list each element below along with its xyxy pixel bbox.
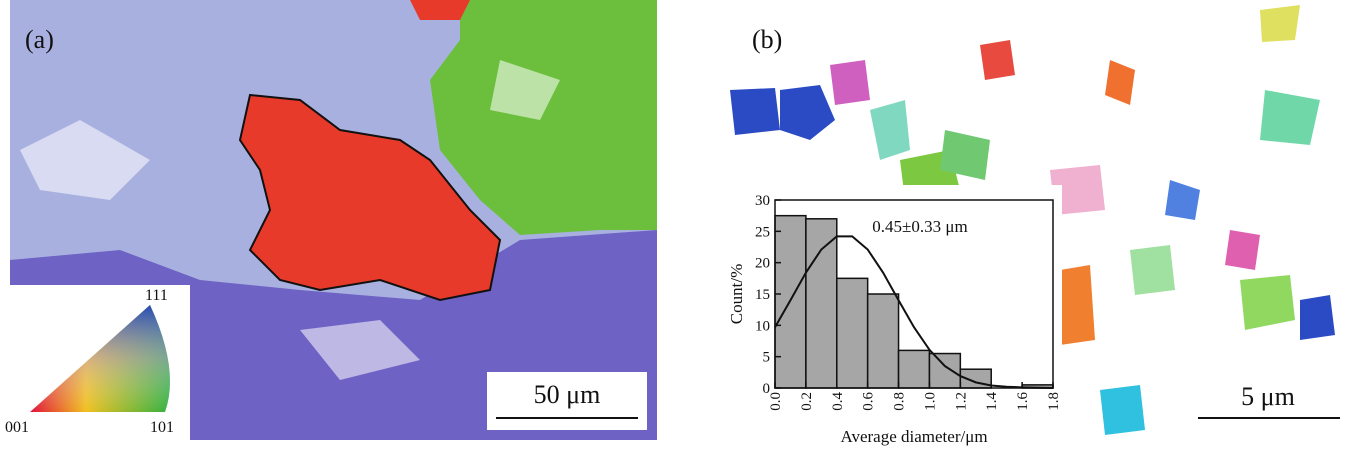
fit-curve <box>774 235 1054 389</box>
x-tick-label: 0.4 <box>830 392 846 411</box>
x-tick-label: 0.6 <box>861 392 877 411</box>
ipf-label: 001 <box>5 419 29 436</box>
x-axis-label: Average diameter/μm <box>840 427 987 446</box>
y-tick-label: 15 <box>755 287 770 303</box>
grain <box>980 40 1015 80</box>
grain <box>940 130 990 180</box>
grain <box>1240 275 1295 330</box>
green-grain <box>430 0 657 235</box>
annotation: 0.45±0.33 μm <box>872 217 967 236</box>
x-tick-label: 1.4 <box>984 392 1000 411</box>
y-tick-label: 0 <box>763 381 771 397</box>
grain <box>1050 165 1105 215</box>
bar <box>928 352 962 389</box>
x-tick-label: 0.8 <box>892 392 908 411</box>
scale-bar-label: 50 μm <box>534 380 601 409</box>
grain <box>780 85 835 140</box>
grain <box>1165 180 1200 220</box>
grain <box>1105 60 1135 105</box>
scale-box <box>487 372 647 430</box>
y-tick-label: 30 <box>755 193 770 209</box>
x-tick-label: 0.2 <box>799 392 815 411</box>
texture <box>20 60 560 380</box>
grain <box>1260 90 1320 145</box>
y-axis-label: Count/% <box>727 264 746 324</box>
grain <box>1260 5 1300 42</box>
grain <box>870 100 910 160</box>
bar <box>805 218 838 389</box>
grain <box>1130 245 1175 295</box>
ipf-label: 101 <box>150 419 174 436</box>
bar <box>897 349 931 389</box>
x-tick-label: 1.0 <box>922 392 938 411</box>
panel-label: (b) <box>752 25 782 54</box>
grain <box>1060 265 1095 345</box>
bar <box>836 277 869 389</box>
panel-label: (a) <box>25 25 54 54</box>
y-tick-label: 5 <box>763 350 771 366</box>
x-tick-label: 1.8 <box>1046 392 1062 411</box>
y-tick-label: 10 <box>755 318 770 334</box>
grain <box>1225 230 1260 270</box>
ipf-label: 111 <box>145 287 168 304</box>
x-tick-label: 1.2 <box>953 392 969 411</box>
x-tick-label: 0.0 <box>768 392 784 411</box>
grain <box>730 88 780 135</box>
grain <box>830 60 870 105</box>
grain <box>1300 295 1335 340</box>
x-tick-label: 1.6 <box>1015 392 1031 411</box>
scale-box <box>1188 378 1353 433</box>
y-tick-label: 20 <box>755 256 770 272</box>
scale-bar-label: 5 μm <box>1241 382 1295 411</box>
red-grain <box>410 0 470 20</box>
ipf-triangle-overlay <box>30 305 170 412</box>
bar <box>866 293 900 389</box>
grain <box>1100 385 1145 435</box>
panel-a: 111 001 101 (a) 50 μm <box>5 0 657 440</box>
y-tick-label: 25 <box>755 224 770 240</box>
red-grain <box>238 93 502 302</box>
